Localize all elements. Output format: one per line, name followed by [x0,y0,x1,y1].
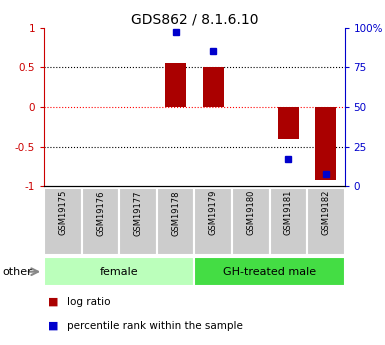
Bar [307,188,345,255]
Bar [315,107,336,180]
Bar [194,257,345,286]
Text: percentile rank within the sample: percentile rank within the sample [67,321,243,331]
Text: GSM19182: GSM19182 [321,190,330,235]
Text: ■: ■ [48,321,59,331]
Text: GSM19181: GSM19181 [284,190,293,235]
Bar [194,188,232,255]
Text: ■: ■ [48,297,59,307]
Bar [232,188,270,255]
Bar [44,188,82,255]
Text: GH-treated male: GH-treated male [223,267,316,277]
Text: other: other [2,267,32,277]
Bar [203,67,224,107]
Text: GSM19180: GSM19180 [246,190,255,235]
Bar [278,107,299,139]
Text: log ratio: log ratio [67,297,111,307]
Bar [44,257,194,286]
Bar [270,188,307,255]
Text: GSM19175: GSM19175 [59,190,67,235]
Text: female: female [100,267,139,277]
Text: GSM19178: GSM19178 [171,190,180,236]
Bar [157,188,194,255]
Title: GDS862 / 8.1.6.10: GDS862 / 8.1.6.10 [131,12,258,27]
Text: GSM19176: GSM19176 [96,190,105,236]
Text: GSM19177: GSM19177 [134,190,142,236]
Bar [82,188,119,255]
Text: GSM19179: GSM19179 [209,190,218,235]
Bar [165,63,186,107]
Bar [119,188,157,255]
